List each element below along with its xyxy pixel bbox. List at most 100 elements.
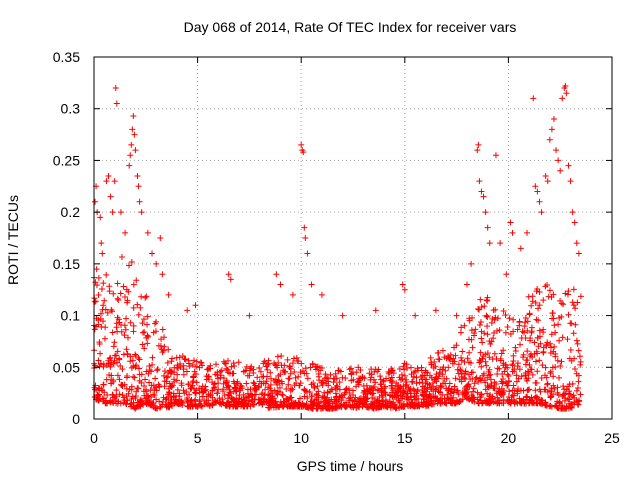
data-point: [130, 328, 137, 335]
data-point: [523, 375, 530, 382]
data-point: [121, 396, 128, 403]
data-point: [164, 359, 171, 366]
data-point: [555, 391, 562, 398]
data-point: [567, 178, 574, 185]
data-point: [102, 399, 109, 406]
data-point: [408, 378, 415, 385]
data-point: [243, 380, 250, 387]
data-point: [437, 400, 444, 407]
data-point: [491, 350, 498, 357]
data-point: [122, 326, 129, 333]
data-point: [518, 400, 525, 407]
data-point: [189, 403, 196, 410]
data-point: [105, 172, 112, 179]
data-point: [205, 373, 212, 380]
data-point: [415, 395, 422, 402]
data-point: [326, 405, 333, 412]
data-point: [133, 403, 140, 410]
data-point: [151, 386, 158, 393]
data-point: [173, 354, 180, 361]
data-point: [308, 393, 315, 400]
data-point: [304, 375, 311, 382]
data-point: [551, 343, 558, 350]
data-point: [192, 390, 199, 397]
data-point: [118, 328, 125, 335]
data-point: [548, 393, 555, 400]
data-point: [507, 219, 514, 226]
data-point: [138, 209, 145, 216]
data-point: [476, 359, 483, 366]
data-point: [442, 367, 449, 374]
data-point: [336, 379, 343, 386]
data-point: [186, 391, 193, 398]
data-point: [451, 383, 458, 390]
data-point: [248, 363, 255, 370]
data-point: [480, 370, 487, 377]
data-point: [559, 334, 566, 341]
data-point: [109, 209, 116, 216]
data-point: [524, 387, 531, 394]
data-point: [572, 321, 579, 328]
data-point: [482, 379, 489, 386]
data-point: [144, 229, 151, 236]
data-point: [500, 400, 507, 407]
data-point: [227, 276, 234, 283]
data-point: [171, 378, 178, 385]
data-point: [229, 396, 236, 403]
data-point: [285, 396, 292, 403]
data-point: [565, 162, 572, 169]
data-point: [509, 387, 516, 394]
data-point: [459, 348, 466, 355]
data-point: [99, 306, 106, 313]
y-tick-label: 0.15: [53, 256, 80, 272]
data-point: [476, 178, 483, 185]
data-point: [458, 354, 465, 361]
data-point: [502, 380, 509, 387]
data-point: [182, 356, 189, 363]
data-point: [102, 400, 109, 407]
data-point: [532, 387, 539, 394]
data-point: [127, 319, 134, 326]
data-point: [424, 386, 431, 393]
y-tick-label: 0.35: [53, 49, 80, 65]
data-point: [516, 366, 523, 373]
data-point: [540, 329, 547, 336]
data-point: [440, 364, 447, 371]
data-point: [477, 296, 484, 303]
data-point: [476, 321, 483, 328]
data-point: [388, 365, 395, 372]
data-point: [432, 307, 439, 314]
data-point: [149, 361, 156, 368]
data-point: [132, 147, 139, 154]
data-point: [137, 304, 144, 311]
data-point: [527, 397, 534, 404]
data-point: [409, 378, 416, 385]
data-point: [450, 394, 457, 401]
data-point: [100, 280, 107, 287]
data-point: [420, 383, 427, 390]
data-point: [499, 370, 506, 377]
data-point: [157, 235, 164, 241]
data-point: [563, 90, 570, 97]
data-point: [528, 395, 535, 402]
data-point: [169, 382, 176, 389]
x-axis-label: GPS time / hours: [297, 458, 404, 474]
data-point: [393, 392, 400, 399]
data-point: [402, 378, 409, 385]
data-point: [487, 376, 494, 383]
data-point: [262, 360, 269, 367]
data-point: [142, 395, 149, 402]
data-point: [370, 385, 377, 392]
data-point: [528, 329, 535, 336]
data-point: [467, 359, 474, 366]
data-point: [161, 372, 168, 379]
data-point: [577, 358, 584, 365]
data-point: [169, 355, 176, 362]
data-point: [123, 393, 130, 400]
data-point: [161, 368, 168, 375]
data-point: [259, 390, 266, 397]
data-point: [575, 250, 582, 257]
data-point: [213, 390, 220, 397]
data-point: [505, 394, 512, 401]
data-point: [140, 316, 147, 323]
